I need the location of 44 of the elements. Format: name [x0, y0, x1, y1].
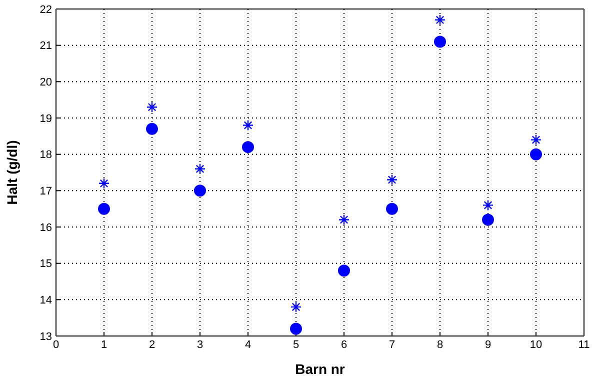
point	[338, 264, 350, 277]
y-tick-label: 22	[40, 4, 52, 16]
point	[194, 184, 206, 197]
point	[338, 214, 350, 226]
point	[98, 178, 110, 189]
y-tick-label: 15	[40, 258, 52, 270]
y-tick-label: 17	[40, 186, 52, 198]
point	[482, 214, 494, 226]
point	[242, 141, 254, 154]
point	[386, 202, 398, 215]
x-tick-label: 1	[100, 338, 108, 351]
x-tick-label: 4	[244, 338, 252, 351]
point	[434, 14, 446, 26]
y-tick-label: 16	[40, 222, 52, 234]
y-axis-title: Halt (g/dl)	[4, 140, 20, 205]
y-tick-label: 20	[40, 76, 52, 89]
point	[290, 322, 302, 335]
point	[530, 134, 542, 146]
x-tick-label: 9	[484, 338, 492, 351]
x-tick-label: 0	[52, 338, 60, 351]
point	[146, 102, 158, 113]
y-tick-label: 19	[40, 112, 52, 125]
x-tick-label: 10	[530, 338, 542, 351]
point	[194, 163, 206, 174]
x-tick-label: 8	[436, 338, 444, 351]
point	[146, 122, 158, 135]
y-tick-label: 13	[40, 330, 52, 343]
point	[530, 148, 542, 160]
x-tick-label: 7	[388, 338, 396, 351]
x-tick-label: 6	[340, 338, 348, 351]
point	[482, 200, 494, 211]
point	[98, 202, 110, 215]
y-tick-label: 18	[40, 149, 52, 162]
x-tick-label: 11	[578, 338, 590, 351]
y-tick-label: 21	[40, 40, 52, 52]
point	[290, 301, 302, 313]
x-axis-title: Barn nr	[295, 361, 346, 377]
x-tick-label: 2	[148, 338, 156, 351]
y-tick-label: 14	[40, 294, 52, 307]
point	[242, 120, 254, 131]
x-tick-label: 3	[196, 338, 204, 351]
point	[386, 174, 398, 186]
point	[434, 36, 446, 48]
x-tick-label: 5	[292, 338, 300, 351]
